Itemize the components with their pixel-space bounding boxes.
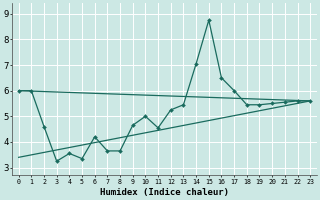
X-axis label: Humidex (Indice chaleur): Humidex (Indice chaleur)	[100, 188, 229, 197]
